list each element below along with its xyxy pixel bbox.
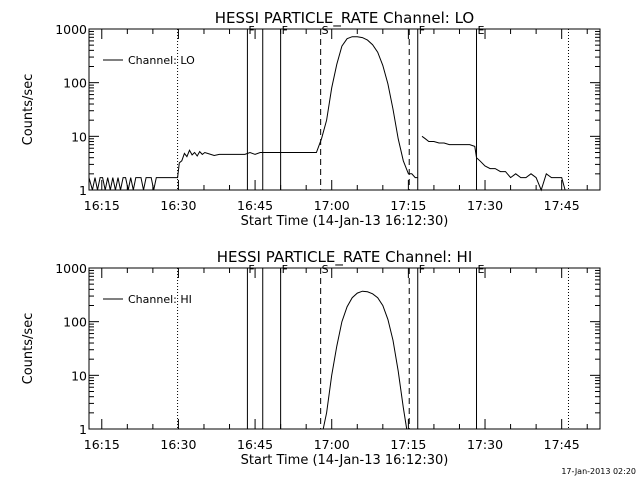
event-marker-label: S: [322, 24, 329, 37]
y-tick-label: 1: [79, 422, 87, 437]
y-tick-label: 100: [63, 315, 87, 330]
event-marker-label: E: [478, 263, 485, 276]
x-tick-label: 17:30: [467, 198, 503, 213]
y-tick-label: 1000: [55, 261, 87, 276]
event-marker-label: S: [322, 263, 329, 276]
y-tick-label: 10: [71, 368, 87, 383]
series-line: [322, 290, 408, 430]
x-tick-label: 16:15: [84, 437, 120, 452]
legend-label: Channel: HI: [128, 293, 192, 306]
x-tick-label: 17:15: [390, 198, 426, 213]
y-tick-label: 10: [71, 129, 87, 144]
panel-hi: HESSI PARTICLE_RATE Channel: HI Counts/se…: [21, 248, 601, 468]
y-axis-label: Counts/sec: [21, 74, 36, 146]
x-tick-label: 17:00: [314, 198, 350, 213]
x-tick-label: 17:45: [544, 437, 580, 452]
x-tick-label: 16:30: [160, 198, 196, 213]
x-tick-label: 16:15: [84, 198, 120, 213]
event-marker-label: F: [419, 263, 425, 276]
x-tick-label: 17:45: [544, 198, 580, 213]
x-tick-label: 16:45: [237, 198, 273, 213]
y-tick-label: 1000: [55, 22, 87, 37]
chart-title: HESSI PARTICLE_RATE Channel: HI: [217, 248, 473, 267]
panel-lo: HESSI PARTICLE_RATE Channel: LO Counts/se…: [21, 9, 601, 229]
event-marker-label: F: [248, 263, 254, 276]
plot-frame: [88, 267, 601, 430]
series-line: [88, 36, 418, 191]
chart-title: HESSI PARTICLE_RATE Channel: LO: [215, 9, 474, 28]
x-tick-label: 17:00: [314, 437, 350, 452]
x-tick-label: 16:30: [160, 437, 196, 452]
x-tick-label: 17:15: [390, 437, 426, 452]
legend-label: Channel: LO: [128, 54, 195, 67]
event-marker-label: F: [282, 263, 288, 276]
event-marker-label: F: [282, 24, 288, 37]
event-marker-label: F: [248, 24, 254, 37]
footer-timestamp: 17-Jan-2013 02:20: [561, 467, 636, 476]
x-axis-label: Start Time (14-Jan-13 16:12:30): [241, 453, 449, 468]
x-tick-label: 17:30: [467, 437, 503, 452]
series-line: [421, 135, 566, 192]
y-tick-label: 1: [79, 183, 87, 198]
plot-frame: [88, 28, 601, 191]
event-marker-label: F: [419, 24, 425, 37]
x-tick-label: 16:45: [237, 437, 273, 452]
y-tick-label: 100: [63, 76, 87, 91]
event-marker-label: E: [478, 24, 485, 37]
y-axis-label: Counts/sec: [21, 313, 36, 385]
x-axis-label: Start Time (14-Jan-13 16:12:30): [241, 214, 449, 229]
